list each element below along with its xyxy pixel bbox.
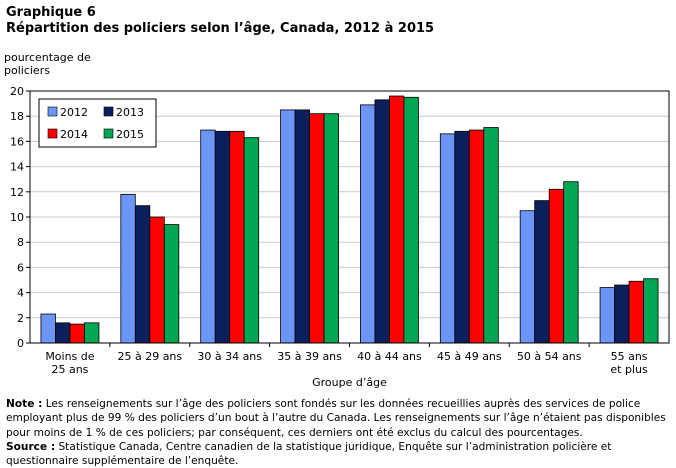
graph-number: Graphique 6: [6, 5, 96, 20]
legend-swatch-2014: [47, 128, 58, 139]
note-paragraph: Note : Les renseignements sur l’âge des …: [6, 397, 670, 440]
x-tick-label: 40 à 44 ans: [357, 350, 422, 363]
legend-box: [38, 98, 157, 148]
x-tick-label: 25 ans: [51, 363, 88, 376]
plot-frame: [29, 90, 670, 344]
y-axis-label-line: pourcentage de: [4, 51, 91, 64]
bar-2013: [374, 99, 390, 344]
bar-2012: [439, 133, 456, 344]
y-tick-label: 12: [10, 186, 24, 199]
y-tick-label: 16: [10, 135, 24, 148]
bar-2012: [280, 109, 296, 344]
bar-2013: [214, 130, 231, 344]
bar-2013: [614, 284, 630, 344]
note-label: Note :: [6, 398, 43, 410]
bar-2014: [628, 280, 644, 344]
legend-swatch-2012: [47, 106, 58, 117]
bar-2014: [229, 130, 245, 344]
bar-2012: [200, 129, 216, 344]
bar-2013: [294, 109, 310, 344]
bar-2014: [389, 95, 405, 344]
bar-2012: [599, 287, 615, 344]
bar-2015: [403, 96, 419, 344]
y-tick-label: 0: [17, 337, 24, 350]
y-tick-label: 10: [10, 211, 24, 224]
y-tick-label: 2: [17, 312, 24, 325]
bar-2015: [483, 127, 499, 344]
legend-label-2012: 2012: [60, 106, 88, 119]
legend-swatch-2013: [103, 106, 114, 117]
y-tick-label: 18: [10, 110, 24, 123]
chart-title: Répartition des policiers selon l’âge, C…: [6, 21, 435, 36]
bar-2014: [149, 216, 165, 344]
bar-2012: [40, 313, 56, 344]
y-tick-label: 6: [17, 261, 24, 274]
x-tick-label: 45 à 49 ans: [437, 350, 502, 363]
bar-2012: [360, 104, 376, 344]
legend-label-2014: 2014: [60, 128, 88, 141]
bar-2015: [563, 181, 579, 344]
legend-label-2013: 2013: [116, 106, 144, 119]
x-tick-label: et plus: [610, 363, 648, 376]
x-tick-label: 50 à 54 ans: [517, 350, 582, 363]
legend-swatch-2015: [103, 128, 114, 139]
bar-2013: [534, 200, 550, 344]
y-tick-label: 20: [10, 85, 24, 98]
x-tick-label: 25 à 29 ans: [117, 350, 182, 363]
x-tick-label: 35 à 39 ans: [277, 350, 342, 363]
x-tick-label: 55 ans: [611, 350, 648, 363]
bar-2013: [454, 130, 470, 344]
bar-2015: [84, 322, 100, 344]
y-tick-label: 8: [17, 236, 24, 249]
bar-2015: [163, 224, 180, 344]
notes-block: Note : Les renseignements sur l’âge des …: [6, 397, 670, 468]
bar-2015: [643, 278, 659, 344]
bar-2015: [323, 113, 339, 344]
bar-2014: [468, 129, 485, 344]
y-tick-label: 4: [17, 287, 24, 300]
x-tick-label: 30 à 34 ans: [197, 350, 262, 363]
title-block: Graphique 6 Répartition des policiers se…: [6, 5, 434, 37]
source-text: Statistique Canada, Centre canadien de l…: [6, 440, 612, 468]
bar-2012: [120, 193, 136, 344]
bar-2013: [55, 322, 71, 344]
x-tick-label: Moins de: [45, 350, 94, 363]
note-text: Les renseignements sur l’âge des policie…: [6, 398, 666, 439]
bar-2012: [519, 210, 536, 344]
bar-2014: [69, 323, 85, 344]
source-paragraph: Source : Statistique Canada, Centre cana…: [6, 440, 670, 468]
bar-2014: [548, 188, 565, 344]
bar-2015: [243, 137, 260, 344]
bar-2014: [309, 113, 325, 344]
source-label: Source :: [6, 440, 56, 453]
x-axis-label: Groupe d’âge: [312, 376, 387, 389]
legend-label-2015: 2015: [116, 128, 144, 141]
y-axis-label-line: policiers: [4, 64, 50, 77]
y-tick-label: 14: [10, 161, 24, 174]
bar-2013: [134, 205, 151, 344]
